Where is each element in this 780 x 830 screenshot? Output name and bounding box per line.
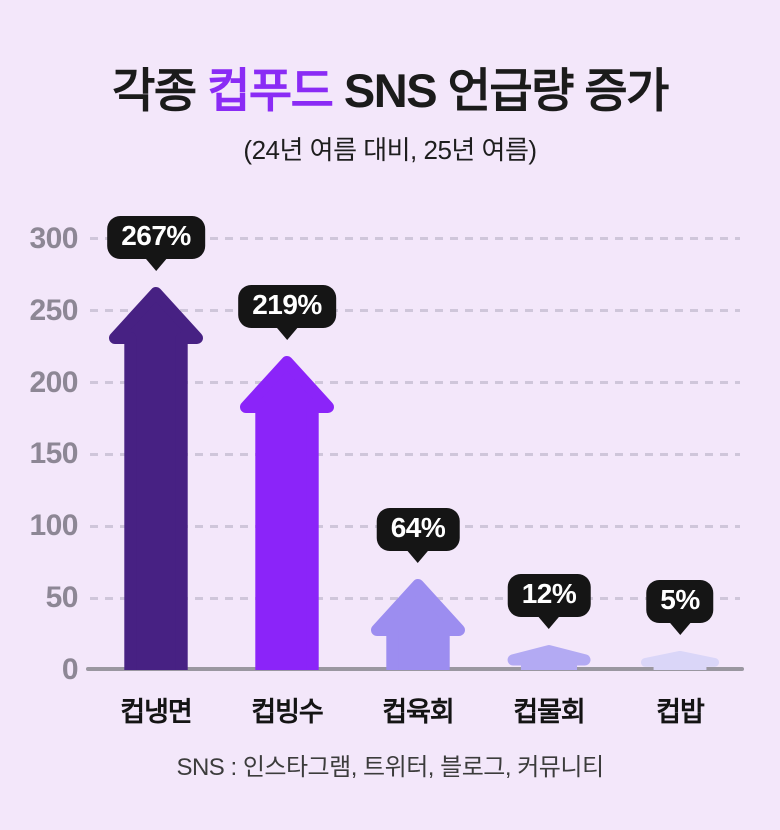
category-label: 컵육회 <box>382 697 455 727</box>
source-note: SNS : 인스타그램, 트위터, 블로그, 커뮤니티 <box>176 754 604 781</box>
gridline-200 <box>90 381 740 385</box>
value-callout: 12% <box>507 574 591 618</box>
y-tick-250: 250 <box>29 293 78 327</box>
value-callout: 5% <box>646 580 714 623</box>
arrow-bar-1 <box>108 286 204 670</box>
gridline-300 <box>90 237 740 241</box>
y-tick-100: 100 <box>29 509 78 543</box>
title-highlight: 컵푸드 <box>207 64 334 117</box>
subtitle: (24년 여름 대비, 25년 여름) <box>243 135 537 165</box>
value-label: 219% <box>252 289 322 321</box>
page-title: 각종 컵푸드 SNS 언급량 증가 <box>0 52 780 121</box>
value-callout: 219% <box>238 285 336 329</box>
gridline-150 <box>90 452 740 456</box>
arrow-bar-3 <box>370 578 466 670</box>
arrow-bar-2 <box>239 355 335 670</box>
category-label: 컵빙수 <box>251 697 324 727</box>
gridline-250 <box>90 309 740 313</box>
y-tick-150: 150 <box>29 437 78 471</box>
category-label: 컵냉면 <box>120 697 193 727</box>
y-tick-200: 200 <box>29 365 78 399</box>
value-label: 12% <box>521 578 577 610</box>
value-callout: 267% <box>107 216 205 260</box>
value-label: 267% <box>121 220 191 252</box>
y-tick-50: 50 <box>45 581 79 615</box>
y-tick-300: 300 <box>29 221 78 255</box>
value-callout: 64% <box>376 508 460 552</box>
title-suffix: SNS 언급량 증가 <box>332 64 669 117</box>
arrow-bar-5 <box>640 650 720 670</box>
category-label: 컵물회 <box>513 697 586 727</box>
title-prefix: 각종 <box>112 64 208 117</box>
category-label: 컵밥 <box>656 697 705 727</box>
y-tick-0: 0 <box>61 653 79 686</box>
value-label: 64% <box>390 512 446 544</box>
arrow-bar-4 <box>506 644 591 670</box>
value-label: 5% <box>660 584 700 615</box>
